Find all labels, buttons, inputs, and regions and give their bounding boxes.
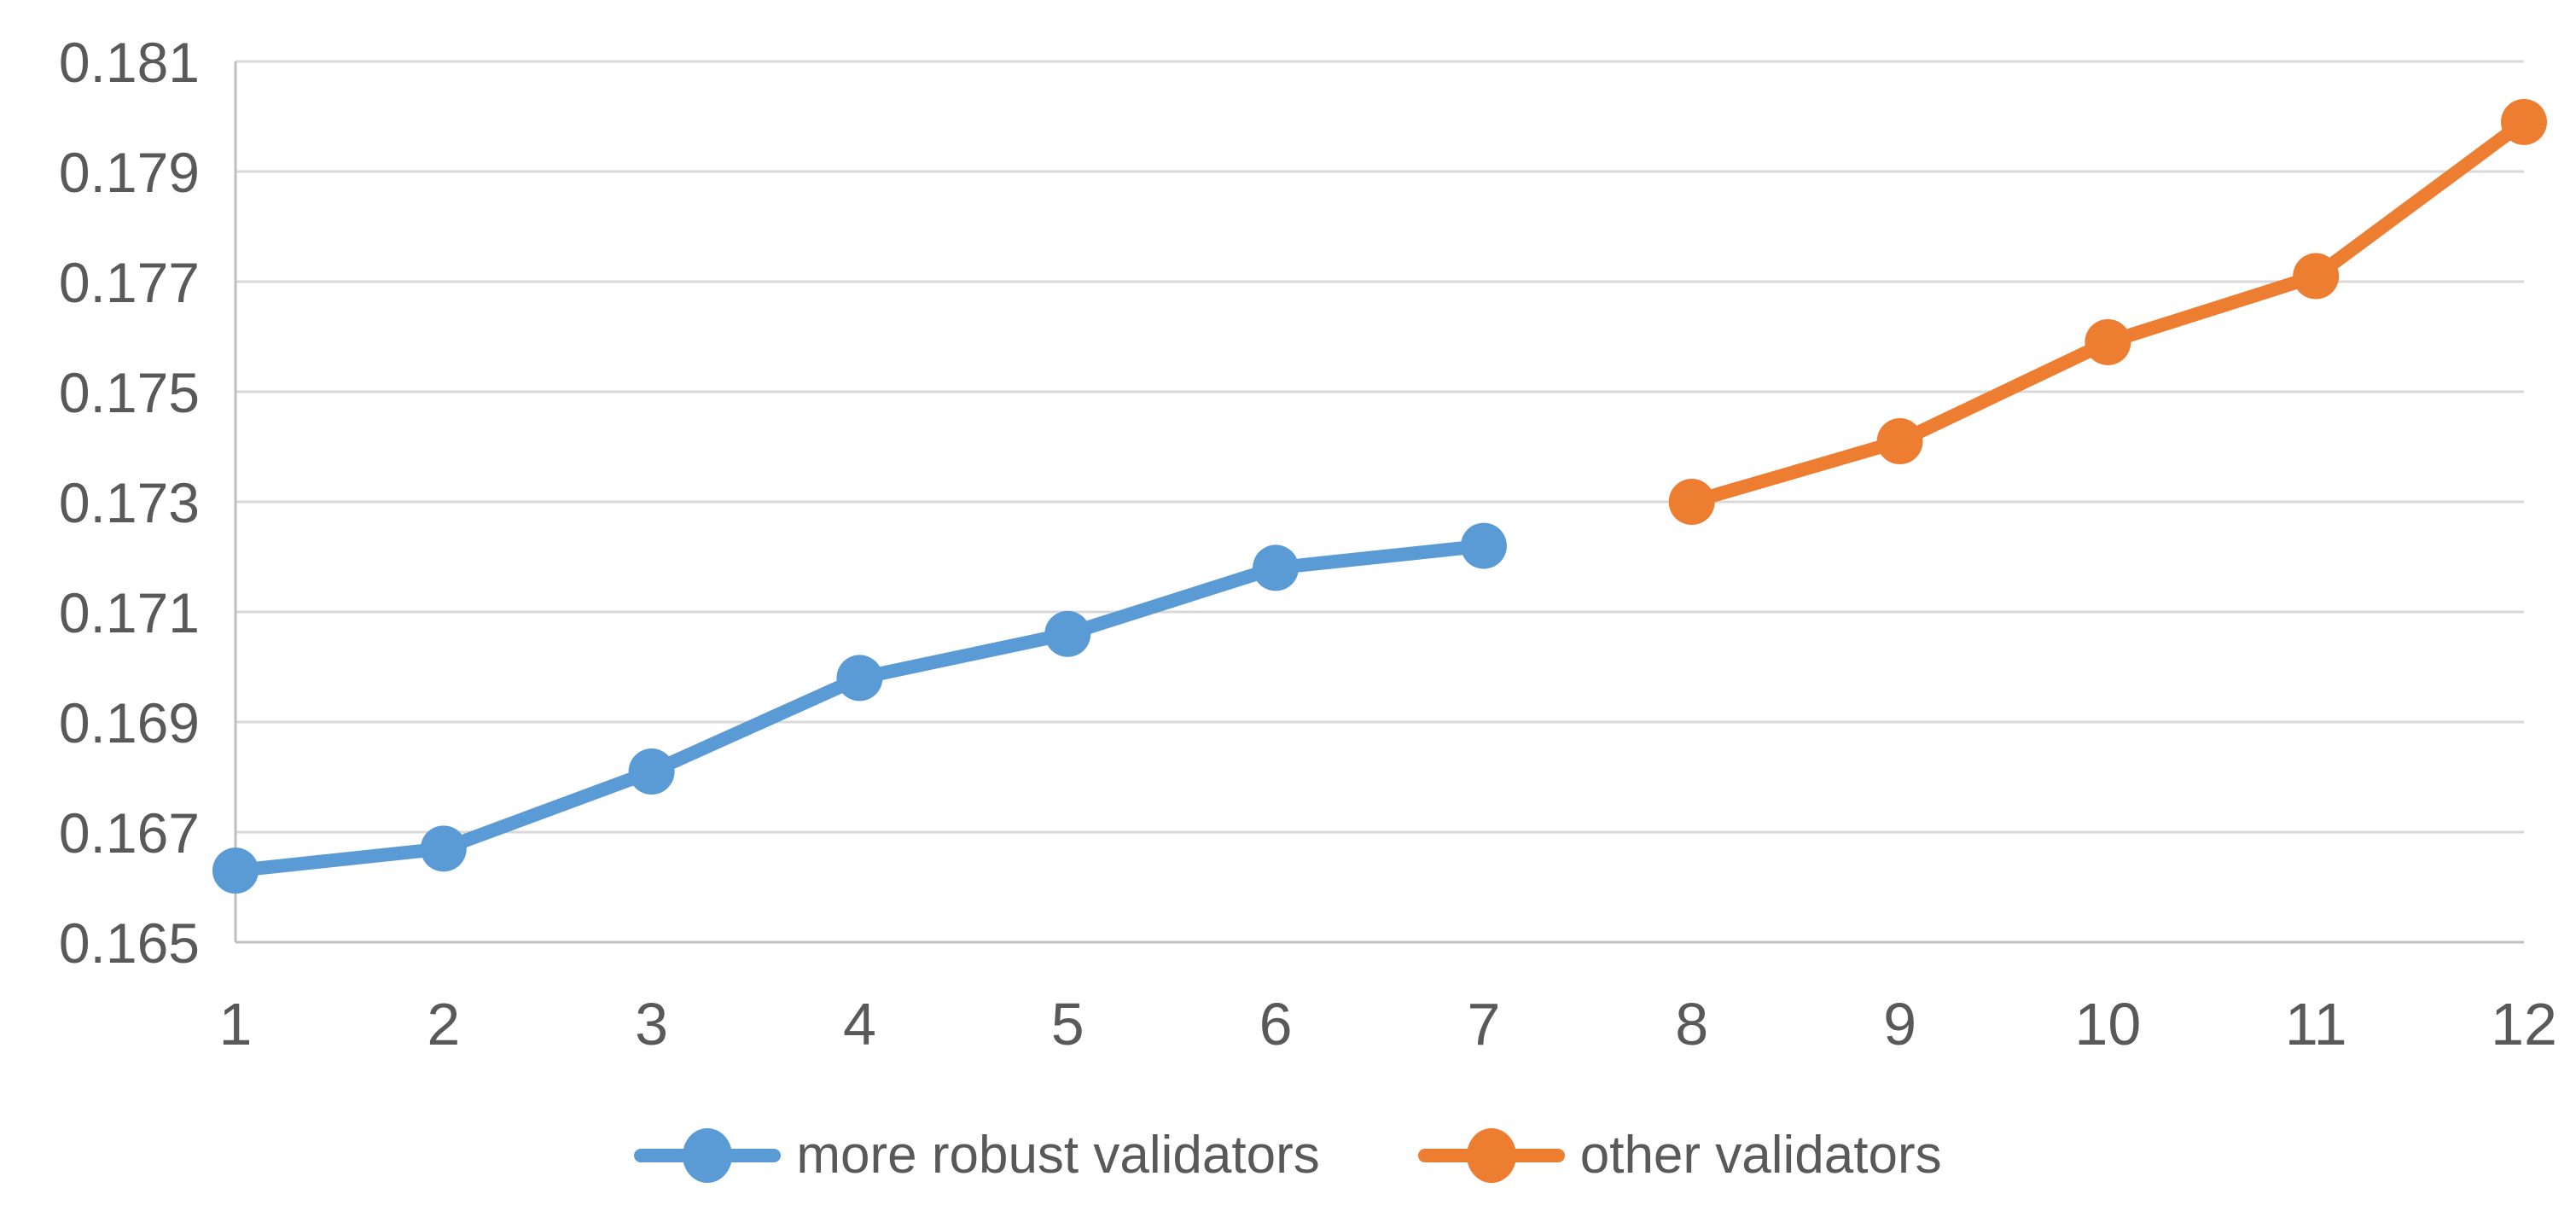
y-tick-label-0.181: 0.181: [59, 31, 200, 94]
legend-label: other validators: [1579, 1126, 1942, 1185]
y-tick-label-0.179: 0.179: [59, 141, 200, 204]
x-tick-label-4: 4: [843, 991, 876, 1057]
data-point-more-robust-validators-x2: [420, 825, 467, 872]
chart-legend: more robust validators other validators: [0, 1125, 2576, 1185]
y-tick-label-0.177: 0.177: [59, 251, 200, 314]
legend-line-marker-icon: [1417, 1148, 1565, 1162]
x-tick-label-6: 6: [1259, 991, 1293, 1057]
series-line-more-robust-validators: [229, 539, 1491, 878]
data-point-more-robust-validators-x5: [1044, 610, 1091, 657]
data-point-other-validators-x12: [2501, 98, 2547, 145]
data-point-more-robust-validators-x4: [836, 655, 883, 702]
data-point-other-validators-x10: [2085, 318, 2131, 365]
x-tick-label-8: 8: [1675, 991, 1708, 1057]
data-point-more-robust-validators-x1: [212, 847, 259, 894]
x-tick-label-2: 2: [427, 991, 460, 1057]
y-tick-label-0.171: 0.171: [59, 581, 200, 644]
x-tick-label-5: 5: [1051, 991, 1084, 1057]
x-tick-label-3: 3: [635, 991, 668, 1057]
legend-label: more robust validators: [796, 1126, 1320, 1185]
x-tick-label-7: 7: [1467, 991, 1500, 1057]
data-point-other-validators-x8: [1668, 479, 1715, 525]
legend-item-other-validators: other validators: [1417, 1125, 1942, 1185]
y-tick-label-0.175: 0.175: [59, 361, 200, 424]
y-tick-label-0.169: 0.169: [59, 691, 200, 754]
legend-item-more-robust-validators: more robust validators: [634, 1125, 1320, 1185]
x-tick-label-1: 1: [219, 991, 253, 1057]
y-tick-label-0.173: 0.173: [59, 471, 200, 534]
x-tick-label-10: 10: [2074, 991, 2141, 1057]
legend-line-marker-icon: [634, 1148, 782, 1162]
data-point-more-robust-validators-x6: [1253, 544, 1300, 591]
data-point-other-validators-x9: [1876, 418, 1923, 465]
y-tick-label-0.165: 0.165: [59, 911, 200, 975]
data-point-other-validators-x11: [2293, 253, 2340, 300]
data-point-more-robust-validators-x7: [1460, 522, 1507, 569]
x-tick-label-11: 11: [2285, 991, 2347, 1057]
series-line-other-validators: [1684, 114, 2531, 509]
x-tick-label-12: 12: [2491, 991, 2557, 1057]
x-tick-label-9: 9: [1883, 991, 1916, 1057]
y-tick-label-0.167: 0.167: [59, 801, 200, 865]
data-point-more-robust-validators-x3: [628, 748, 675, 795]
